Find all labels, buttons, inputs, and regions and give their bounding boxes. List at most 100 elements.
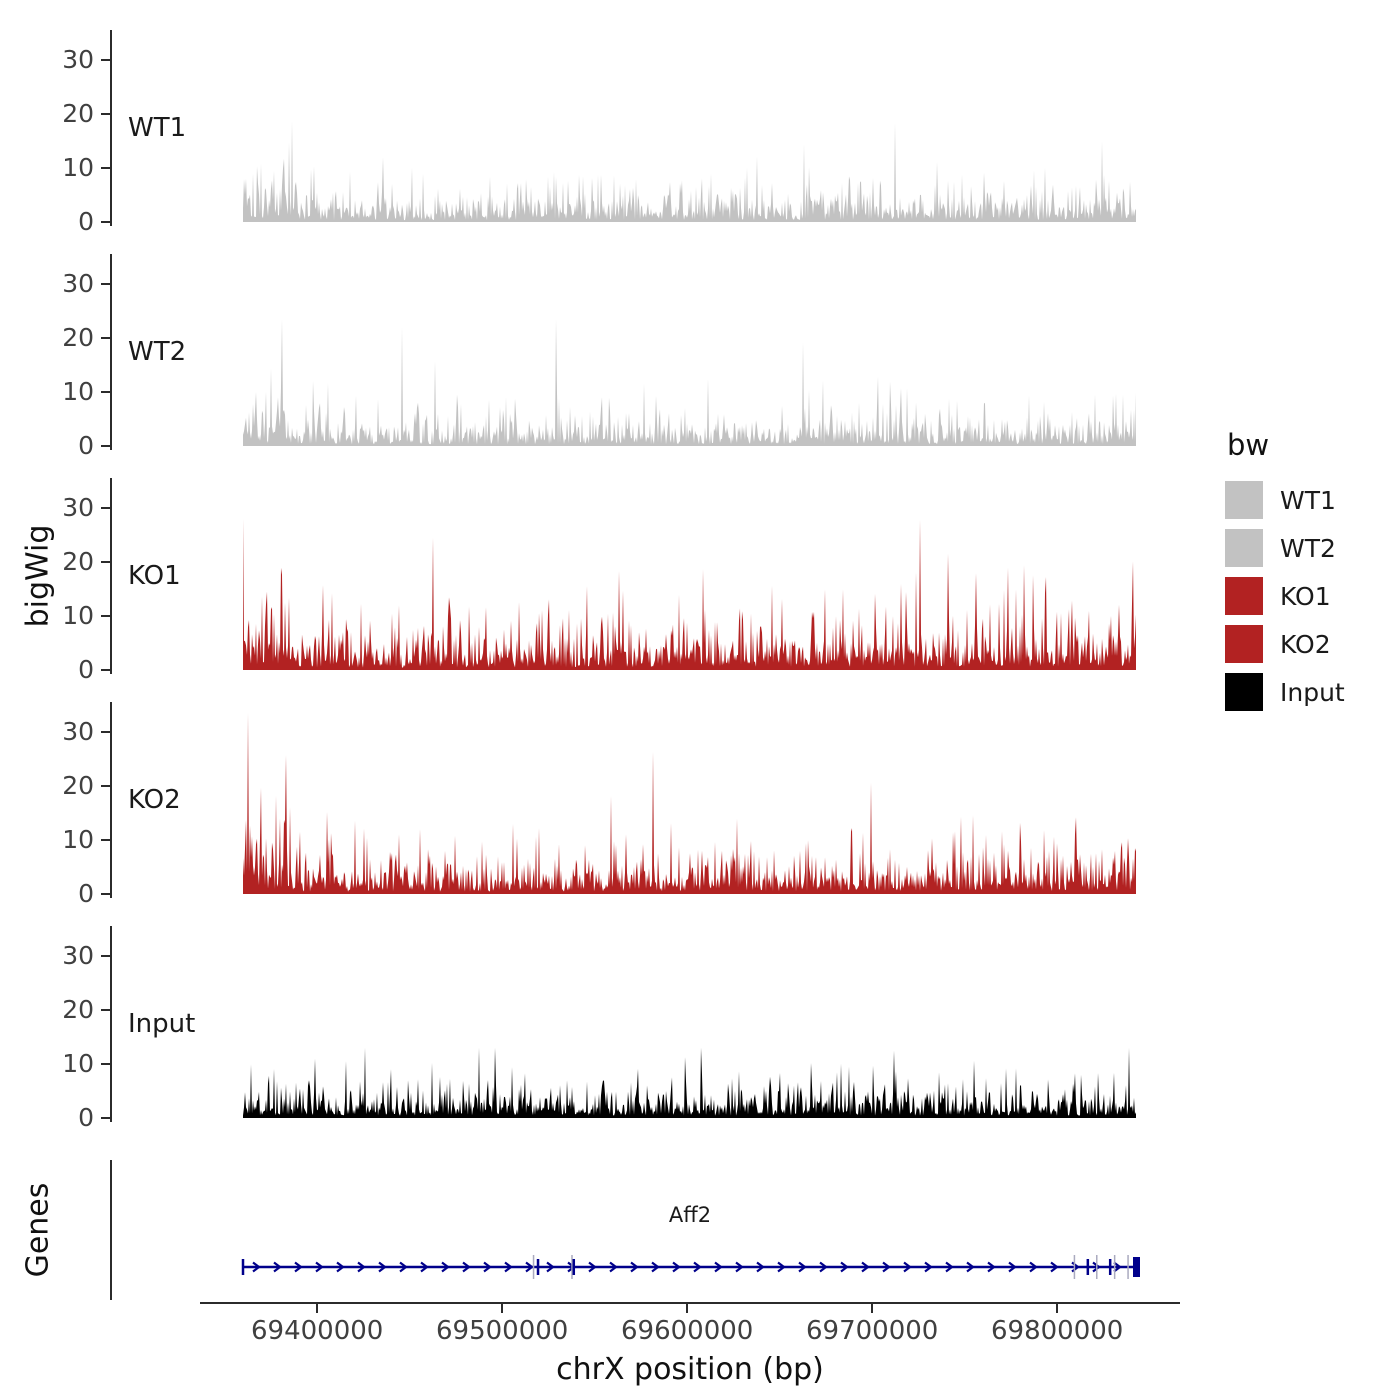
- track-label-wt2: WT2: [128, 337, 187, 367]
- legend-entry-label: Input: [1280, 677, 1345, 707]
- genes-axis-line: [110, 1160, 112, 1300]
- y-tick-label: 30: [62, 717, 94, 746]
- y-tick-mark: [101, 839, 110, 841]
- strand-arrow-icon: [987, 1261, 996, 1273]
- strand-arrow-icon: [1050, 1261, 1059, 1273]
- y-tick-mark: [101, 785, 110, 787]
- legend-entry-wt1: WT1: [1225, 476, 1400, 524]
- strand-arrow-icon: [357, 1261, 366, 1273]
- strand-arrow-icon: [273, 1261, 282, 1273]
- y-tick-mark: [101, 283, 110, 285]
- strand-arrow-icon: [777, 1261, 786, 1273]
- strand-arrow-icon: [756, 1261, 765, 1273]
- legend-title: bw: [1227, 428, 1270, 462]
- x-tick-label: 69400000: [251, 1316, 384, 1346]
- terminal-exon-box: [1133, 1257, 1140, 1277]
- strand-arrow-icon: [840, 1261, 849, 1273]
- y-tick-mark: [101, 669, 110, 671]
- legend-entry-ko1: KO1: [1225, 572, 1400, 620]
- strand-arrow-icon: [966, 1261, 975, 1273]
- legend-entry-label: KO1: [1280, 581, 1331, 611]
- y-tick-mark: [101, 615, 110, 617]
- coverage-panel-ko2: 0 10 20 30 KO2: [0, 702, 1190, 908]
- y-tick-mark: [101, 561, 110, 563]
- strand-arrow-icon: [420, 1261, 429, 1273]
- x-tick-label: 69700000: [805, 1316, 939, 1346]
- legend-entry-label: WT2: [1280, 533, 1336, 563]
- y-axis-line: [110, 254, 112, 450]
- strand-arrow-icon: [861, 1261, 870, 1273]
- y-axis-line: [110, 478, 112, 674]
- coverage-path: [243, 713, 1136, 894]
- y-tick-label: 0: [78, 431, 94, 460]
- y-tick-label: 20: [62, 323, 94, 352]
- y-tick-mark: [101, 221, 110, 223]
- coverage-area-input: [243, 1047, 1136, 1118]
- strand-arrow-icon: [315, 1261, 324, 1273]
- x-axis-title: chrX position (bp): [556, 1352, 824, 1387]
- legend-swatch-wt2: [1225, 529, 1263, 567]
- legend-entry-wt2: WT2: [1225, 524, 1400, 572]
- x-axis: 69400000 69500000 69600000 69700000 69800000: [0, 1302, 1400, 1382]
- y-tick-mark: [101, 391, 110, 393]
- track-label-ko1: KO1: [128, 561, 181, 591]
- y-tick-mark: [101, 1009, 110, 1011]
- strand-arrow-icon: [945, 1261, 954, 1273]
- coverage-area-ko1: [243, 518, 1136, 670]
- coverage-panel-wt1: 0 10 20 30 WT1: [0, 30, 1190, 236]
- y-tick-mark: [101, 955, 110, 957]
- strand-arrow-icon: [1008, 1261, 1017, 1273]
- y-tick-label: 30: [62, 269, 94, 298]
- coverage-panel-wt2: 0 10 20 30 WT2: [0, 254, 1190, 460]
- y-tick-label: 20: [62, 547, 94, 576]
- x-tick-label: 69500000: [436, 1316, 569, 1346]
- x-tick-mark: [686, 1304, 689, 1313]
- x-tick-mark: [501, 1304, 504, 1313]
- y-tick-mark: [101, 445, 110, 447]
- strand-arrow-icon: [546, 1261, 555, 1273]
- coverage-path: [243, 518, 1136, 670]
- x-tick-label: 69600000: [621, 1316, 754, 1346]
- legend: bw WT1 WT2 KO1 KO2 Input: [1225, 428, 1400, 716]
- strand-arrow-icon: [504, 1261, 513, 1273]
- coverage-path: [243, 319, 1136, 446]
- legend-swatch-ko1: [1225, 577, 1263, 615]
- legend-swatch-input: [1225, 673, 1263, 711]
- track-label-ko2: KO2: [128, 785, 181, 815]
- strand-arrow-icon: [378, 1261, 387, 1273]
- y-axis-line: [110, 926, 112, 1122]
- y-tick-mark: [101, 893, 110, 895]
- legend-swatch-wt1: [1225, 481, 1263, 519]
- y-tick-label: 20: [62, 771, 94, 800]
- y-tick-label: 30: [62, 493, 94, 522]
- coverage-panel-input: 0 10 20 30 Input: [0, 926, 1190, 1132]
- strand-arrow-icon: [588, 1261, 597, 1273]
- legend-entries: WT1 WT2 KO1 KO2 Input: [1225, 476, 1400, 716]
- y-tick-mark: [101, 731, 110, 733]
- x-axis-line: [200, 1302, 1180, 1304]
- y-tick-label: 0: [78, 1103, 94, 1132]
- strand-arrow-icon: [336, 1261, 345, 1273]
- legend-entry-input: Input: [1225, 668, 1400, 716]
- strand-arrow-icon: [294, 1261, 303, 1273]
- y-tick-mark: [101, 113, 110, 115]
- strand-arrow-icon: [693, 1261, 702, 1273]
- y-tick-mark: [101, 337, 110, 339]
- strand-arrow-icon: [1029, 1261, 1038, 1273]
- legend-entry-label: WT1: [1280, 485, 1336, 515]
- x-tick-mark: [1056, 1304, 1059, 1313]
- y-tick-mark: [101, 1063, 110, 1065]
- strand-arrow-icon: [609, 1261, 618, 1273]
- strand-arrow-icon: [399, 1261, 408, 1273]
- y-tick-label: 10: [62, 601, 94, 630]
- y-tick-label: 10: [62, 825, 94, 854]
- genes-panel: Aff2: [0, 1160, 1190, 1300]
- y-tick-mark: [101, 1117, 110, 1119]
- y-axis-line: [110, 30, 112, 226]
- y-tick-mark: [101, 167, 110, 169]
- gene-model: Aff2: [241, 1203, 1140, 1279]
- coverage-area-ko2: [243, 713, 1136, 894]
- y-tick-label: 20: [62, 995, 94, 1024]
- y-tick-label: 10: [62, 1049, 94, 1078]
